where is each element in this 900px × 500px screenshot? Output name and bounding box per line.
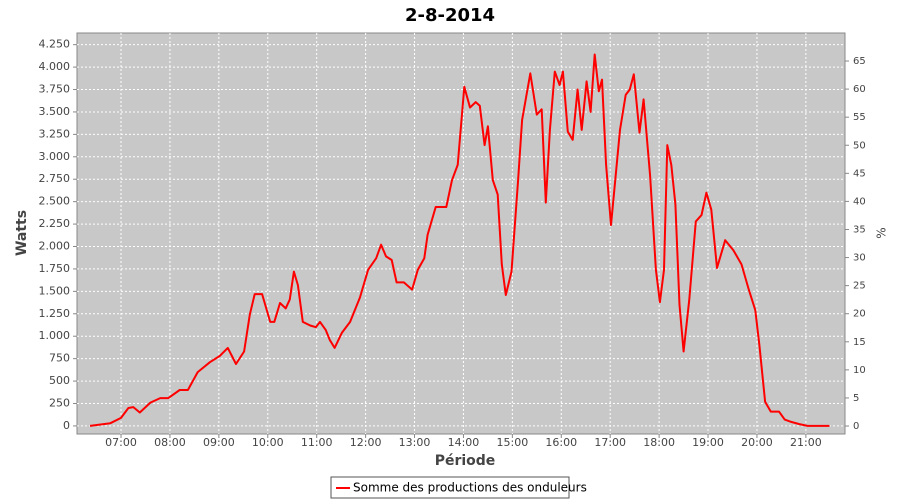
plot-area bbox=[76, 32, 846, 435]
x-tick-label: 18:00 bbox=[643, 436, 675, 449]
y-tick-label: 500 bbox=[49, 374, 70, 387]
y2-tick-label: 10 bbox=[853, 365, 866, 376]
y2-tick-label: 50 bbox=[853, 140, 866, 151]
chart-title: 2-8-2014 bbox=[405, 5, 495, 26]
y2-tick-label: 25 bbox=[853, 281, 866, 292]
y-tick-label: 2.000 bbox=[39, 240, 71, 253]
y2-tick-label: 40 bbox=[853, 196, 866, 207]
x-tick-label: 20:00 bbox=[741, 436, 773, 449]
y2-tick-label: 45 bbox=[853, 168, 866, 179]
x-tick-label: 19:00 bbox=[692, 436, 724, 449]
data-line bbox=[89, 53, 830, 427]
x-tick-label: 16:00 bbox=[545, 436, 577, 449]
y-tick-label: 2.750 bbox=[39, 172, 71, 185]
y2-tick-label: 35 bbox=[853, 224, 866, 235]
x-axis-label: Période bbox=[435, 453, 496, 469]
y2-axis-label: % bbox=[875, 227, 889, 238]
x-tick-label: 13:00 bbox=[399, 436, 431, 449]
y2-tick-label: 5 bbox=[853, 393, 859, 404]
x-tick-label: 11:00 bbox=[301, 436, 333, 449]
y-tick-label: 2.500 bbox=[39, 195, 71, 208]
y2-tick-label: 60 bbox=[853, 84, 866, 95]
x-tick-label: 08:00 bbox=[154, 436, 186, 449]
y2-tick-label: 65 bbox=[853, 56, 866, 67]
legend-label: Somme des productions des onduleurs bbox=[353, 481, 587, 495]
y-tick-label: 1.500 bbox=[39, 284, 71, 297]
y2-tick-label: 20 bbox=[853, 309, 866, 320]
y-tick-label: 2.250 bbox=[39, 217, 71, 230]
y-tick-label: 4.000 bbox=[39, 60, 71, 73]
x-tick-label: 12:00 bbox=[350, 436, 382, 449]
y-tick-label: 1.000 bbox=[39, 329, 71, 342]
x-tick-label: 09:00 bbox=[203, 436, 235, 449]
y-tick-label: 0 bbox=[63, 419, 70, 432]
y-axis-label: Watts bbox=[14, 210, 30, 256]
y-tick-label: 250 bbox=[49, 396, 70, 409]
y2-tick-label: 0 bbox=[853, 421, 859, 432]
x-tick-label: 15:00 bbox=[497, 436, 529, 449]
y2-tick-label: 30 bbox=[853, 253, 866, 264]
x-tick-label: 10:00 bbox=[252, 436, 284, 449]
x-tick-label: 07:00 bbox=[105, 436, 137, 449]
y-tick-label: 3.750 bbox=[39, 83, 71, 96]
y2-tick-label: 15 bbox=[853, 337, 866, 348]
x-tick-label: 14:00 bbox=[448, 436, 480, 449]
y-tick-label: 4.250 bbox=[39, 38, 71, 51]
x-tick-label: 21:00 bbox=[790, 436, 822, 449]
x-tick-label: 17:00 bbox=[594, 436, 626, 449]
y-tick-label: 1.750 bbox=[39, 262, 71, 275]
y2-tick-label: 55 bbox=[853, 112, 866, 123]
y-tick-label: 3.000 bbox=[39, 150, 71, 163]
y-tick-label: 3.500 bbox=[39, 105, 71, 118]
y-tick-label: 1.250 bbox=[39, 307, 71, 320]
legend-box bbox=[330, 476, 570, 499]
y-tick-label: 3.250 bbox=[39, 127, 71, 140]
y-tick-label: 750 bbox=[49, 352, 70, 365]
